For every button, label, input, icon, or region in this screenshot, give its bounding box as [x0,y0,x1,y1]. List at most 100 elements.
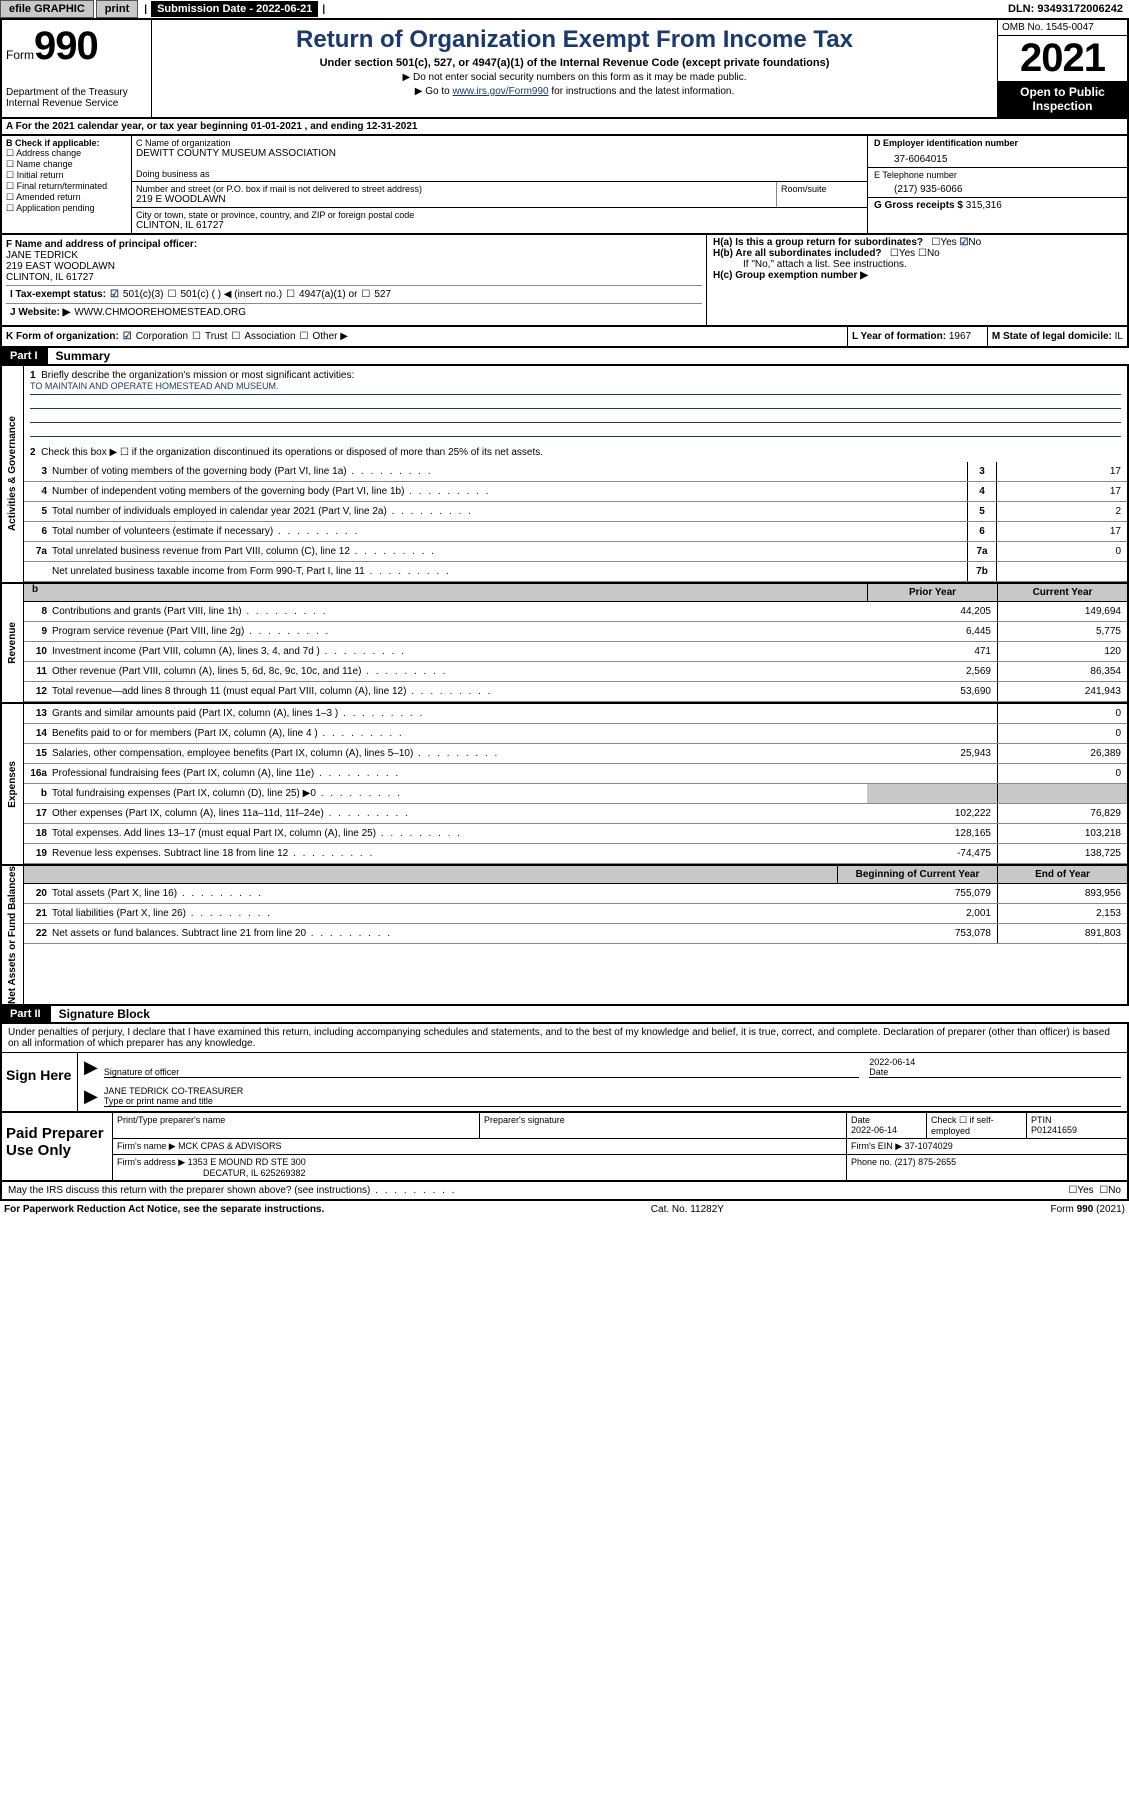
hb-note: If "No," attach a list. See instructions… [713,259,1121,270]
row-a-text: A For the 2021 calendar year, or tax yea… [6,121,417,132]
chk-527[interactable]: ☐ [361,289,370,300]
section-e: E Telephone number (217) 935-6066 [868,168,1127,198]
discuss-yesno[interactable]: ☐Yes ☐No [1068,1185,1121,1196]
row-i: I Tax-exempt status: ☑501(c)(3) ☐501(c) … [6,285,702,303]
chk-corp[interactable]: ☑ [123,331,132,342]
section-b: B Check if applicable: ☐ Address change … [2,136,132,233]
efile-button[interactable]: efile GRAPHIC [0,0,94,18]
opt-initial[interactable]: ☐ Initial return [6,170,127,181]
prep-name: Print/Type preparer's name [113,1113,480,1138]
dln: DLN: 93493172006242 [1008,3,1129,15]
part2-header: Part II Signature Block [0,1006,1129,1022]
part2-title: Signature Block [59,1007,150,1021]
footer: For Paperwork Reduction Act Notice, see … [0,1201,1129,1218]
preparer-label: Paid Preparer Use Only [2,1113,112,1180]
sign-here-label: Sign Here [2,1053,77,1111]
k-label: K Form of organization: [6,331,119,342]
mission-text: TO MAINTAIN AND OPERATE HOMESTEAD AND MU… [30,381,1121,395]
sec-b-title: B Check if applicable: [6,138,100,148]
addr: 219 E WOODLAWN [136,194,772,205]
side-netassets: Net Assets or Fund Balances [2,866,24,1004]
officer-addr: 219 EAST WOODLAWN [6,261,702,272]
d-label: D Employer identification number [874,138,1018,148]
summary-line: 18Total expenses. Add lines 13–17 (must … [24,824,1127,844]
name-label: C Name of organization [136,138,863,148]
summary-line: 14Benefits paid to or for members (Part … [24,724,1127,744]
chk-other[interactable]: ☐ [300,331,309,342]
g-label: G Gross receipts $ [874,200,963,211]
pipe: | [318,4,329,15]
summary-line: 5Total number of individuals employed in… [24,502,1127,522]
sig-officer-field[interactable]: Signature of officer [104,1057,859,1078]
prep-row-1: Print/Type preparer's name Preparer's si… [113,1113,1127,1139]
chk-trust[interactable]: ☐ [192,331,201,342]
addr-label: Number and street (or P.O. box if mail i… [136,184,772,194]
firm-name: Firm's name ▶ MCK CPAS & ADVISORS [113,1139,847,1154]
officer-city: CLINTON, IL 61727 [6,272,702,283]
arrow-icon: ▶ [84,1057,98,1078]
mission-area: 1 Briefly describe the organization's mi… [24,366,1127,462]
footer-left: For Paperwork Reduction Act Notice, see … [4,1204,324,1215]
chk-assoc[interactable]: ☐ [231,331,240,342]
addr-row: Number and street (or P.O. box if mail i… [132,182,867,208]
e-label: E Telephone number [874,170,1121,180]
section-fh: F Name and address of principal officer:… [0,235,1129,327]
preparer-fields: Print/Type preparer's name Preparer's si… [112,1113,1127,1180]
addr-cell: Number and street (or P.O. box if mail i… [132,182,777,207]
chk-501c[interactable]: ☐ [168,289,177,300]
i-label: I Tax-exempt status: [10,289,106,300]
irs-link[interactable]: www.irs.gov/Form990 [452,86,548,97]
discuss-row: May the IRS discuss this return with the… [0,1182,1129,1201]
arrow-icon: ▶ [84,1086,98,1107]
print-button[interactable]: print [96,0,138,18]
footer-mid: Cat. No. 11282Y [324,1204,1050,1215]
begin-year-header: Beginning of Current Year [837,866,997,883]
preparer-block: Paid Preparer Use Only Print/Type prepar… [0,1113,1129,1182]
room-cell: Room/suite [777,182,867,207]
part1-header: Part I Summary [0,348,1129,364]
opt-address-change[interactable]: ☐ Address change [6,148,127,159]
chk-4947[interactable]: ☐ [286,289,295,300]
omb-number: OMB No. 1545-0047 [998,20,1127,36]
section-f: F Name and address of principal officer:… [2,235,707,325]
blank-line [30,423,1121,437]
summary-line: 20Total assets (Part X, line 16)755,0798… [24,884,1127,904]
expenses-content: 13Grants and similar amounts paid (Part … [24,704,1127,864]
website: WWW.CHMOOREHOMESTEAD.ORG [74,307,246,318]
section-c: C Name of organization DEWITT COUNTY MUS… [132,136,867,233]
summary-line: 19Revenue less expenses. Subtract line 1… [24,844,1127,864]
col-headers-1: b Prior Year Current Year [24,584,1127,602]
firm-phone: Phone no. (217) 875-2655 [847,1155,1127,1180]
form-number: Form990 [6,24,147,69]
signature-block: Under penalties of perjury, I declare th… [0,1022,1129,1113]
chk-501c3[interactable]: ☑ [110,289,119,300]
col-headers-2: Beginning of Current Year End of Year [24,866,1127,884]
opt-amended[interactable]: ☐ Amended return [6,192,127,203]
summary-line: 4Number of independent voting members of… [24,482,1127,502]
blank-line [30,395,1121,409]
sig-name-field: JANE TEDRICK CO-TREASURERType or print n… [104,1086,1121,1107]
sig-declaration: Under penalties of perjury, I declare th… [2,1024,1127,1052]
ein: 37-6064015 [874,148,1121,165]
subtitle-3: ▶ Go to www.irs.gov/Form990 for instruct… [158,86,991,97]
prep-row-3: Firm's address ▶ 1353 E MOUND RD STE 300… [113,1155,1127,1180]
summary-line: 21Total liabilities (Part X, line 26)2,0… [24,904,1127,924]
sig-line-2: ▶ JANE TEDRICK CO-TREASURERType or print… [78,1082,1127,1111]
opt-name-change[interactable]: ☐ Name change [6,159,127,170]
side-revenue: Revenue [2,584,24,702]
row-j: J Website: ▶ WWW.CHMOOREHOMESTEAD.ORG [6,303,702,321]
form-word: Form [6,48,34,62]
side-expenses: Expenses [2,704,24,864]
subtitle-2: ▶ Do not enter social security numbers o… [158,72,991,83]
summary-line: 13Grants and similar amounts paid (Part … [24,704,1127,724]
section-degh: D Employer identification number 37-6064… [867,136,1127,233]
opt-final[interactable]: ☐ Final return/terminated [6,181,127,192]
firm-addr: Firm's address ▶ 1353 E MOUND RD STE 300… [113,1155,847,1180]
topbar: efile GRAPHIC print | Submission Date - … [0,0,1129,20]
room-label: Room/suite [781,184,827,194]
prep-row-2: Firm's name ▶ MCK CPAS & ADVISORS Firm's… [113,1139,1127,1155]
phone: (217) 935-6066 [874,180,1121,195]
prep-date: Date2022-06-14 [847,1113,927,1138]
current-year-header: Current Year [997,584,1127,601]
opt-pending[interactable]: ☐ Application pending [6,203,127,214]
